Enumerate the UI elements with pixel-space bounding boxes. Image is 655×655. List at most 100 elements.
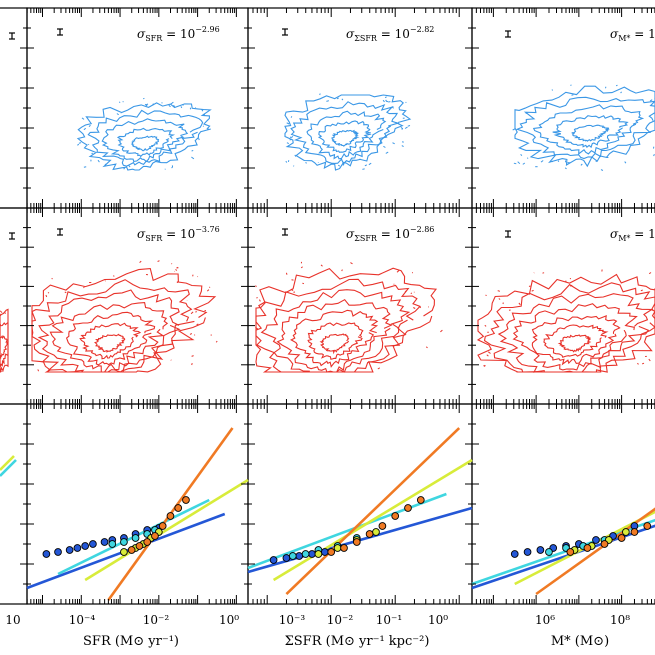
scatter-point-mstar-orange-2 [600, 540, 609, 548]
contour-red-sigma-sfr-level-4 [290, 309, 379, 368]
contour-blue-sfr-speck [191, 149, 194, 152]
fit-line-sigma_sfr-cyan [247, 492, 447, 570]
contour-blue-sfr-speck [78, 142, 82, 144]
fit-line-partial-cyan [0, 459, 17, 477]
contour-red-sigma-sfr-speck [350, 262, 353, 265]
contour-red-sigma-sfr-level-2 [260, 289, 411, 373]
contour-blue-sigma-sfr-speck [285, 160, 288, 163]
contour-blue-sfr-speck [203, 113, 206, 117]
scatter-point-mstar-orange-3 [617, 534, 626, 542]
xlabel-sigma-sfr: ΣSFR (M⊙ yr⁻¹ kpc⁻²) [285, 634, 430, 649]
fit-layer [0, 427, 655, 601]
tick-label-partial-10: 10 [5, 613, 20, 627]
contour-blue-sfr-speck [170, 101, 174, 105]
contour-red-sigma-sfr-level-3 [276, 298, 393, 373]
contour-red-sfr-speck [171, 263, 173, 265]
contour-blue-sigma-sfr-speck [384, 96, 387, 99]
contour-red-sigma-sfr-speck [425, 346, 428, 349]
contour-red-sfr-speck [64, 291, 67, 294]
contour-blue-sfr-speck [123, 167, 126, 170]
contour-blue-sigma-sfr-level-3 [317, 120, 372, 153]
scatter-point-sigma_sfr-orange-5 [391, 512, 400, 520]
contour-blue-mstar-speck [557, 160, 560, 163]
contour-red-sfr-speck [47, 292, 50, 294]
contour-red-sigma-sfr-speck [341, 269, 343, 272]
contour-red-sigma-sfr-speck [290, 288, 294, 292]
contour-red-mstar-level-5 [543, 324, 609, 358]
sigma-label-sigma-sfr-mid: σΣSFR = 10−2.86 [346, 225, 434, 243]
contour-blue-sfr-level-1 [87, 109, 204, 167]
scatter-point-sigma_sfr-orange-1 [340, 544, 348, 552]
contour-blue-mstar-speck [615, 84, 618, 87]
contour-blue-sigma-sfr-speck [305, 162, 307, 164]
contour-red-sigma-sfr-speck [404, 290, 408, 293]
contour-blue-sigma-sfr-speck [385, 151, 389, 154]
scatter-point-sigma_sfr-orange-6 [404, 504, 412, 512]
contour-red-sigma-sfr-level-5 [307, 322, 364, 360]
contour-red-sigma-sfr-speck [410, 292, 413, 295]
contour-red-mstar-level-4 [531, 315, 621, 366]
fit-line-mstar-yellow [514, 510, 655, 586]
contour-blue-sigma-sfr-speck [342, 163, 345, 166]
contour-blue-sigma-sfr-speck [294, 154, 297, 157]
contour-blue-mstar-level-3 [552, 115, 629, 149]
contour-red-sfr-speck [83, 286, 85, 289]
contour-red-sfr-speck [157, 260, 160, 262]
contour-blue-sigma-sfr-speck [404, 126, 408, 129]
contour-blue-sigma-sfr-speck [401, 145, 404, 148]
contour-red-sigma-sfr-speck [320, 264, 323, 267]
scatter-point-sfr-orange-1 [135, 542, 144, 550]
contour-red-sfr-speck [191, 355, 194, 357]
scatter-point-sigma_sfr-blue-1 [282, 554, 291, 562]
contour-red-sfr-speck [45, 294, 48, 298]
contour-blue-sfr-speck [171, 166, 173, 169]
contour-blue-mstar-speck [522, 162, 526, 165]
contour-blue-mstar-speck [513, 162, 517, 165]
scatter-point-sfr-orange-0 [127, 546, 136, 554]
contour-blue-sigma-sfr-speck [336, 97, 339, 100]
contour-blue-mstar-level-0 [514, 85, 655, 168]
fit-line-sigma_sfr-orange [285, 427, 461, 595]
contour-red-mstar-level-2 [497, 293, 654, 373]
scatter-point-mstar-cyan-0 [545, 548, 553, 556]
contour-red-mstar-level-0 [476, 273, 655, 373]
contour-blue-sfr-speck [168, 104, 171, 108]
contour-red-sfr-speck [176, 266, 179, 269]
contour-red-sfr-speck [189, 333, 193, 335]
contour-blue-mstar-speck [540, 160, 544, 163]
scatter-point-sfr-blue-2 [65, 546, 74, 554]
contour-blue-sigma-sfr-speck [286, 122, 290, 125]
contour-red-mstar-speck [486, 354, 489, 357]
contour-blue-sfr-speck [198, 138, 200, 141]
scatter-point-sfr-blue-6 [100, 538, 109, 546]
scatter-point-sfr-blue-4 [81, 542, 90, 550]
contour-blue-mstar-speck [653, 153, 655, 157]
scatter-point-sigma_sfr-orange-4 [378, 522, 387, 530]
contour-blue-mstar-speck [564, 167, 567, 170]
contour-red-sigma-sfr-speck [255, 285, 257, 288]
scatter-point-sfr-orange-5 [166, 512, 175, 520]
scatter-point-sfr-orange-2 [143, 538, 152, 546]
contour-red-mstar-level-1 [483, 282, 655, 373]
contour-red-partial-level-1 [0, 322, 9, 368]
tick-label-sigma-1e-3: 10⁻³ [279, 613, 306, 627]
contour-blue-sfr-speck [207, 128, 210, 131]
contour-red-sfr-level-4 [65, 311, 156, 366]
contour-red-sfr-speck [112, 275, 115, 277]
contour-red-mstar-level-3 [512, 303, 638, 371]
scatter-point-sfr-orange-6 [174, 504, 183, 512]
contour-red-mstar-level-6 [557, 334, 592, 353]
sigma-label-mstar-top: σM* = 1 [610, 27, 655, 43]
contour-red-mstar-speck [484, 364, 486, 367]
contour-blue-mstar-speck [620, 91, 622, 94]
scatter-point-sfr-orange-7 [182, 496, 190, 504]
contour-blue-mstar-speck [600, 169, 604, 171]
contour-red-sfr-level-1 [31, 279, 195, 373]
tick-label-sigma-1e-1: 10⁻¹ [376, 613, 402, 627]
contour-blue-sfr-speck [118, 101, 121, 103]
sigma-label-mstar-mid: σM* = 1 [610, 227, 655, 243]
contour-red-sigma-sfr-speck [285, 272, 288, 275]
scatter-point-mstar-blue-0 [510, 550, 519, 558]
sigma-label-sfr-top: σSFR = 10−2.96 [137, 25, 220, 43]
contour-red-sigma-sfr-speck [300, 266, 303, 269]
